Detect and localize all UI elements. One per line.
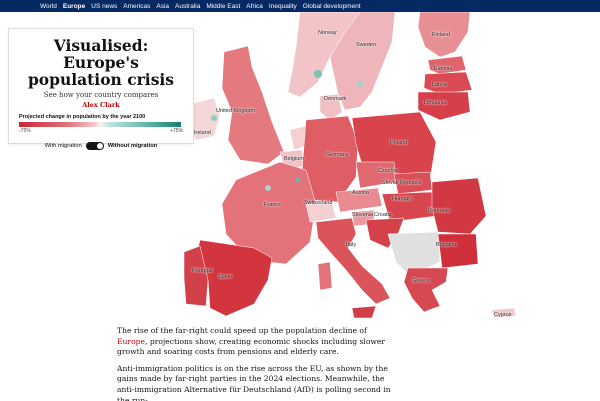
nav-item-global-development[interactable]: Global development <box>302 2 361 10</box>
map-svg <box>183 12 517 319</box>
nav-item-americas[interactable]: Americas <box>123 2 151 10</box>
label-latvia: Latvia <box>432 82 447 88</box>
region-uk[interactable] <box>221 45 285 165</box>
growth-patch-luxembourg <box>295 177 301 183</box>
p1-text-after: , projections show, creating economic sh… <box>117 336 386 357</box>
region-denmark[interactable] <box>319 93 343 121</box>
byline-author-link[interactable]: Alex Clark <box>82 101 120 109</box>
headline-line1: Visualised: Europe's <box>53 36 149 72</box>
region-portugal[interactable] <box>183 245 209 307</box>
label-belgium: Belgium <box>284 156 304 162</box>
region-bulgaria[interactable] <box>437 233 479 269</box>
label-italy: Italy <box>346 242 357 248</box>
growth-patch-stockholm <box>357 81 363 87</box>
article-paragraph-1: The rise of the far-right could speed up… <box>117 326 399 358</box>
label-finland: Finland <box>432 32 451 38</box>
region-france[interactable] <box>221 161 317 265</box>
legend-max-label: +75% <box>170 128 183 134</box>
migration-toggle-switch[interactable] <box>85 142 104 150</box>
label-poland: Poland <box>390 140 408 146</box>
region-lithuania[interactable] <box>417 91 471 121</box>
legend-title: Projected change in population by the ye… <box>19 114 146 120</box>
nav-item-middle-east[interactable]: Middle East <box>206 2 241 10</box>
p1-text-before: The rise of the far-right could speed up… <box>117 326 367 335</box>
label-norway: Norway <box>318 30 337 36</box>
region-sardinia[interactable] <box>317 261 333 291</box>
nav-item-europe[interactable]: Europe <box>62 2 86 10</box>
region-italy[interactable] <box>315 217 391 305</box>
label-lithuania: Lithuania <box>424 100 447 106</box>
top-nav: World Europe US news Americas Asia Austr… <box>0 0 600 12</box>
toggle-option-with-migration[interactable]: With migration <box>44 143 82 149</box>
label-ireland: Ireland <box>194 130 211 136</box>
region-romania[interactable] <box>431 177 487 235</box>
label-switzerland: Switzerland <box>304 200 333 206</box>
legend-range: -75% +75% <box>19 128 183 134</box>
standfirst: See how your country compares <box>43 91 159 99</box>
label-croatia: Croatia <box>374 212 392 218</box>
nav-item-africa[interactable]: Africa <box>246 2 263 10</box>
region-cyprus[interactable] <box>491 307 517 319</box>
legend-color-scale <box>19 122 181 127</box>
europe-population-map[interactable]: Norway Sweden Finland Estonia Latvia Lit… <box>0 12 600 324</box>
label-portugal: Portugal <box>192 268 213 274</box>
label-romania: Romania <box>428 208 451 214</box>
label-sweden: Sweden <box>356 42 376 48</box>
migration-toggle-row: With migration Without migration <box>19 142 183 150</box>
region-switzerland[interactable] <box>305 201 337 223</box>
growth-patch-paris <box>265 185 271 191</box>
label-hungary: Hungary <box>392 196 413 202</box>
region-greece[interactable] <box>403 267 449 313</box>
page-title: Visualised: Europe's population crisis <box>19 37 183 88</box>
article-body: The rise of the far-right could speed up… <box>117 326 399 401</box>
region-finland[interactable] <box>417 12 471 58</box>
label-uk: United Kingdom <box>216 108 256 114</box>
label-greece: Greece <box>412 278 431 284</box>
title-legend-panel: Visualised: Europe's population crisis S… <box>8 28 194 150</box>
region-estonia[interactable] <box>427 55 467 75</box>
label-spain: Spain <box>218 274 233 280</box>
label-bulgaria: Bulgaria <box>436 242 457 248</box>
region-austria[interactable] <box>335 187 383 213</box>
label-cyprus: Cyprus <box>494 312 512 318</box>
europe-link[interactable]: Europe <box>117 336 145 346</box>
nav-item-world[interactable]: World <box>40 2 57 10</box>
toggle-option-without-migration[interactable]: Without migration <box>107 143 158 149</box>
legend-min-label: -75% <box>19 128 31 134</box>
growth-patch-oslo <box>314 70 322 78</box>
region-sweden[interactable] <box>329 12 396 111</box>
nav-item-us-news[interactable]: US news <box>91 2 118 10</box>
growth-patch-dublin <box>211 115 217 121</box>
label-slovakia: Slovak Republic <box>382 180 422 186</box>
toggle-knob <box>96 143 103 149</box>
region-sicily[interactable] <box>351 305 377 319</box>
article-paragraph-2: Anti-immigration politics is on the rise… <box>117 363 391 401</box>
label-france: France <box>264 202 282 208</box>
label-austria: Austria <box>352 190 370 196</box>
headline-line2: population crisis <box>27 70 175 89</box>
label-germany: Germany <box>326 152 349 158</box>
label-denmark: Denmark <box>324 96 347 102</box>
label-slovenia: Slovenia <box>352 212 374 218</box>
nav-item-asia[interactable]: Asia <box>156 2 170 10</box>
nav-item-australia[interactable]: Australia <box>175 2 201 10</box>
nav-item-inequality[interactable]: Inequality <box>268 2 297 10</box>
label-estonia: Estonia <box>434 66 453 72</box>
label-czechia: Czechia <box>378 168 398 174</box>
